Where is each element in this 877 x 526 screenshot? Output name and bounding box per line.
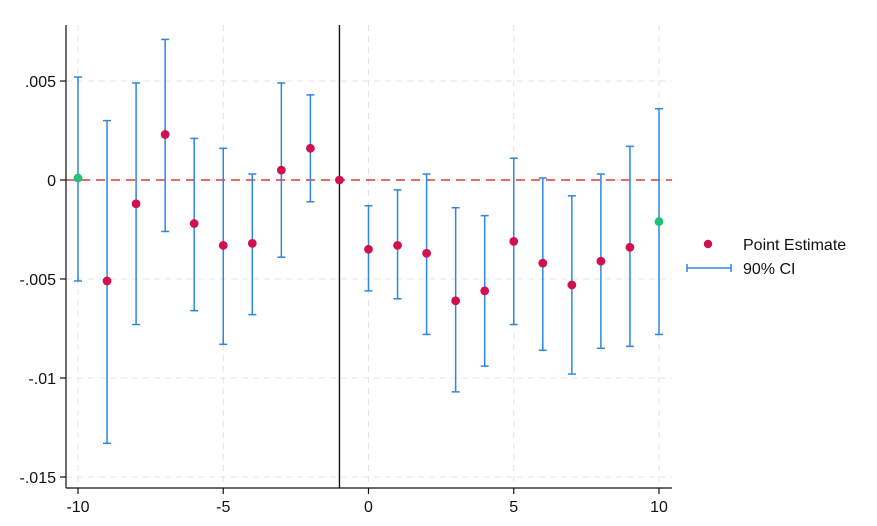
point-estimate xyxy=(422,248,431,258)
x-tick-label: -10 xyxy=(66,499,89,516)
x-tick-label: 5 xyxy=(509,499,518,516)
point-estimate xyxy=(102,276,112,286)
legend-label-ci: 90% CI xyxy=(743,261,795,278)
point-estimate xyxy=(247,238,257,248)
y-tick-label: -.01 xyxy=(28,371,56,388)
point-estimate xyxy=(393,240,402,250)
y-tick-label: -.015 xyxy=(20,470,57,487)
reference-lines xyxy=(66,25,672,488)
point-estimate xyxy=(306,143,315,153)
x-tick-label: 10 xyxy=(650,499,668,516)
point-estimate xyxy=(189,219,199,228)
point-estimate xyxy=(276,165,286,175)
y-tick-label: -.005 xyxy=(20,272,57,289)
y-tick-label: .005 xyxy=(25,74,56,91)
point-estimate xyxy=(480,286,490,296)
point-estimate xyxy=(625,242,635,252)
y-tick-label: 0 xyxy=(47,173,56,190)
point-estimate xyxy=(335,175,344,185)
legend: Point Estimate 90% CI xyxy=(686,237,846,278)
tick-labels: -10 -5 0 5 10 -.015 -.01 -.005 0 .005 xyxy=(20,74,668,516)
point-estimate xyxy=(364,244,373,254)
point-series xyxy=(73,130,664,306)
point-estimate xyxy=(596,256,606,266)
point-estimate xyxy=(538,258,548,268)
point-estimate xyxy=(160,130,170,139)
point-estimate xyxy=(73,173,83,183)
point-estimate xyxy=(567,280,577,290)
x-tick-label: 0 xyxy=(364,499,373,516)
legend-point-swatch xyxy=(703,239,713,249)
point-estimate xyxy=(654,217,664,226)
legend-label-point-estimate: Point Estimate xyxy=(743,237,846,254)
point-estimate xyxy=(218,240,228,250)
point-estimate xyxy=(451,296,461,306)
point-estimate xyxy=(131,199,141,209)
x-tick-label: -5 xyxy=(216,499,230,516)
point-estimate xyxy=(509,236,519,246)
axes xyxy=(60,25,672,494)
